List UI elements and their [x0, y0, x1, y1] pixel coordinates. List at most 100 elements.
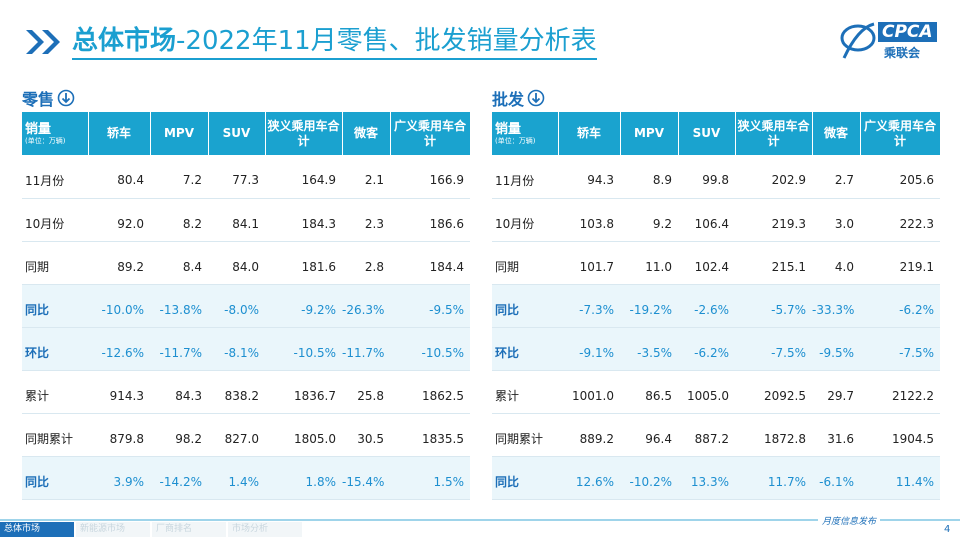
header-row: 销量 (单位：万辆) 轿车 MPV SUV 狭义乘用车合计 微客 广义乘用车合计 — [492, 112, 941, 155]
data-row: 同比 12.6% -10.2% 13.3% 11.7% -6.1% 11.4% — [492, 456, 940, 500]
cell: -10.0% — [88, 284, 150, 328]
cell: 30.5 — [342, 413, 390, 457]
cell: 186.6 — [390, 198, 470, 242]
cell: 2.1 — [342, 155, 390, 199]
title-rest: -2022年11月零售、批发销量分析表 — [176, 26, 597, 56]
cell: 11.4% — [860, 456, 940, 500]
unit-header: 销量 (单位：万辆) — [492, 112, 559, 155]
logo-subtitle: 乘联会 — [884, 46, 921, 60]
cell: 1005.0 — [678, 370, 735, 414]
cell: -9.5% — [812, 327, 860, 371]
cell: 889.2 — [558, 413, 620, 457]
cell: -10.5% — [265, 327, 342, 371]
cell: 31.6 — [812, 413, 860, 457]
footer-note: 月度信息发布 — [818, 514, 881, 527]
cell: -5.7% — [735, 284, 812, 328]
unit-header: 销量 (单位：万辆) — [22, 112, 89, 155]
data-row: 11月份 94.3 8.9 99.8 202.9 2.7 205.6 — [492, 155, 940, 199]
footer-tab: 市场分析 — [228, 522, 302, 537]
cell: 1.8% — [265, 456, 342, 500]
cell: 887.2 — [678, 413, 735, 457]
cell: 1904.5 — [860, 413, 940, 457]
cell: 89.2 — [88, 241, 150, 285]
cell: -2.6% — [678, 284, 735, 328]
row-label: 同期 — [22, 241, 88, 285]
cell: 219.3 — [735, 198, 812, 242]
cell: 106.4 — [678, 198, 735, 242]
cell: -10.2% — [620, 456, 678, 500]
cell: 1805.0 — [265, 413, 342, 457]
cell: 94.3 — [558, 155, 620, 199]
cell: 9.2 — [620, 198, 678, 242]
cell: 103.8 — [558, 198, 620, 242]
data-row: 同比 -7.3% -19.2% -2.6% -5.7% -33.3% -6.2% — [492, 284, 940, 328]
cell: 205.6 — [860, 155, 940, 199]
row-label: 同比 — [22, 284, 88, 328]
column-header: 狭义乘用车合计 — [735, 112, 813, 155]
row-label: 同比 — [22, 456, 88, 500]
header-row: 销量 (单位：万辆) 轿车 MPV SUV 狭义乘用车合计 微客 广义乘用车合计 — [22, 112, 471, 155]
cell: 202.9 — [735, 155, 812, 199]
cell: 80.4 — [88, 155, 150, 199]
row-label: 11月份 — [492, 155, 558, 199]
chevrons-icon — [26, 30, 60, 54]
cell: 1862.5 — [390, 370, 470, 414]
cell: -13.8% — [150, 284, 208, 328]
unit-title: 销量 — [495, 121, 522, 137]
footer-tab: 新能源市场 — [76, 522, 150, 537]
column-header: 微客 — [342, 112, 391, 155]
cell: 838.2 — [208, 370, 265, 414]
cell: 827.0 — [208, 413, 265, 457]
cell: 25.8 — [342, 370, 390, 414]
footer-tab: 厂商排名 — [152, 522, 226, 537]
cell: -6.2% — [860, 284, 940, 328]
row-label: 同期 — [492, 241, 558, 285]
cell: 13.3% — [678, 456, 735, 500]
cell: -9.1% — [558, 327, 620, 371]
cell: 12.6% — [558, 456, 620, 500]
cell: 92.0 — [88, 198, 150, 242]
cell: 879.8 — [88, 413, 150, 457]
footer-tab: 总体市场 — [0, 522, 74, 537]
cell: -3.5% — [620, 327, 678, 371]
down-icon — [527, 89, 545, 107]
section-text: 零售 — [22, 90, 55, 109]
cell: 166.9 — [390, 155, 470, 199]
cell: 1.4% — [208, 456, 265, 500]
data-row: 同期累计 879.8 98.2 827.0 1805.0 30.5 1835.5 — [22, 413, 470, 457]
data-row: 10月份 92.0 8.2 84.1 184.3 2.3 186.6 — [22, 198, 470, 242]
cell: 2092.5 — [735, 370, 812, 414]
cell: -7.3% — [558, 284, 620, 328]
cell: 2.7 — [812, 155, 860, 199]
page-number: 4 — [944, 524, 951, 535]
slide-title: 总体市场-2022年11月零售、批发销量分析表 — [72, 24, 597, 60]
down-icon — [57, 89, 75, 107]
section-label: 批发 — [492, 86, 545, 110]
row-label: 环比 — [492, 327, 558, 371]
cell: -7.5% — [735, 327, 812, 371]
column-header: 广义乘用车合计 — [390, 112, 471, 155]
cell: 3.9% — [88, 456, 150, 500]
cell: 11.0 — [620, 241, 678, 285]
unit-note: (单位：万辆) — [25, 136, 66, 145]
cell: 96.4 — [620, 413, 678, 457]
cell: -10.5% — [390, 327, 470, 371]
cell: 222.3 — [860, 198, 940, 242]
cell: 2.8 — [342, 241, 390, 285]
cell: 4.0 — [812, 241, 860, 285]
column-header: MPV — [150, 112, 209, 155]
data-row: 同比 -10.0% -13.8% -8.0% -9.2% -26.3% -9.5% — [22, 284, 470, 328]
row-label: 同比 — [492, 456, 558, 500]
row-label: 11月份 — [22, 155, 88, 199]
footer-line — [0, 519, 960, 521]
data-table: 销量 (单位：万辆) 轿车 MPV SUV 狭义乘用车合计 微客 广义乘用车合计 11月份 94.… — [492, 112, 941, 500]
column-header: MPV — [620, 112, 679, 155]
data-row: 累计 914.3 84.3 838.2 1836.7 25.8 1862.5 — [22, 370, 470, 414]
cell: -8.1% — [208, 327, 265, 371]
cell: 99.8 — [678, 155, 735, 199]
cell: 2122.2 — [860, 370, 940, 414]
cell: 7.2 — [150, 155, 208, 199]
data-table: 销量 (单位：万辆) 轿车 MPV SUV 狭义乘用车合计 微客 广义乘用车合计 11月份 80.… — [22, 112, 471, 500]
cell: 1001.0 — [558, 370, 620, 414]
cell: -9.2% — [265, 284, 342, 328]
